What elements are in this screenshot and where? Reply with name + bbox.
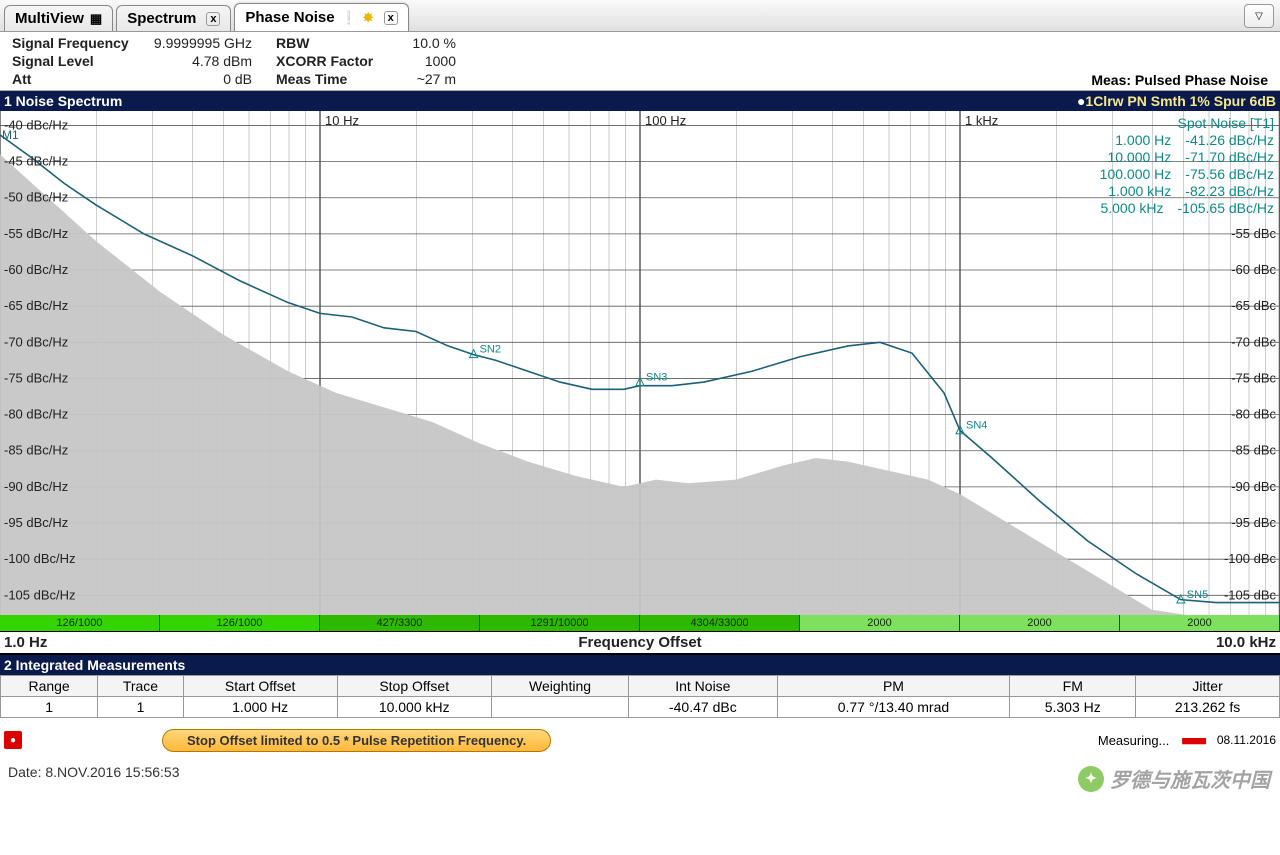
integrated-header: 2 Integrated Measurements	[0, 655, 1280, 675]
svg-text:-90 dBc/Hz: -90 dBc/Hz	[4, 479, 68, 494]
svg-text:10 Hz: 10 Hz	[325, 113, 359, 128]
param-label: XCORR Factor	[276, 52, 396, 70]
svg-text:-65 dBc/Hz: -65 dBc/Hz	[4, 298, 68, 313]
measuring-indicator: Measuring...	[1098, 733, 1170, 748]
svg-text:-90 dBc: -90 dBc	[1231, 479, 1276, 494]
footer-date: Date: 8.NOV.2016 15:56:53	[0, 754, 1280, 790]
svg-text:-60 dBc: -60 dBc	[1231, 262, 1276, 277]
record-icon: ●	[4, 731, 22, 749]
svg-text:-75 dBc/Hz: -75 dBc/Hz	[4, 370, 68, 385]
grid-icon: ▦	[90, 11, 102, 27]
parameter-bar: Signal Frequency9.9999995 GHz Signal Lev…	[0, 32, 1280, 91]
svg-text:100 Hz: 100 Hz	[645, 113, 686, 128]
svg-text:-95 dBc: -95 dBc	[1231, 515, 1276, 530]
param-value: 9.9999995 GHz	[142, 34, 252, 52]
svg-text:1 kHz: 1 kHz	[965, 113, 998, 128]
svg-text:-105 dBc: -105 dBc	[1224, 587, 1277, 602]
svg-text:-75 dBc: -75 dBc	[1231, 370, 1276, 385]
x-axis-bar: 1.0 Hz Frequency Offset 10.0 kHz	[0, 631, 1280, 653]
tab-phase-noise[interactable]: Phase Noise ❕ ✸ x	[234, 3, 408, 31]
tab-label: Phase Noise	[245, 9, 334, 26]
tab-spectrum[interactable]: Spectrum x	[116, 5, 231, 31]
trace-info: ●1Clrw PN Smth 1% Spur 6dB	[1077, 93, 1276, 109]
svg-text:SN3: SN3	[646, 372, 667, 384]
svg-text:SN2: SN2	[480, 344, 501, 356]
param-value: 4.78 dBm	[142, 52, 252, 70]
svg-text:SN5: SN5	[1187, 589, 1208, 601]
svg-text:-50 dBc/Hz: -50 dBc/Hz	[4, 190, 68, 205]
param-value: 10.0 %	[396, 34, 456, 52]
svg-text:-80 dBc: -80 dBc	[1231, 407, 1276, 422]
svg-text:-70 dBc: -70 dBc	[1231, 334, 1276, 349]
status-bar: ● Stop Offset limited to 0.5 * Pulse Rep…	[0, 726, 1280, 754]
param-label: Signal Frequency	[12, 34, 142, 52]
param-label: Signal Level	[12, 52, 142, 70]
tabs-overflow-button[interactable]: ▽	[1244, 4, 1274, 28]
svg-text:-60 dBc/Hz: -60 dBc/Hz	[4, 262, 68, 277]
svg-text:M1: M1	[2, 128, 19, 142]
x-min-label: 1.0 Hz	[4, 634, 47, 651]
param-label: Att	[12, 70, 142, 88]
svg-text:-45 dBc/Hz: -45 dBc/Hz	[4, 154, 68, 169]
chart-title-bar: 1 Noise Spectrum ●1Clrw PN Smth 1% Spur …	[0, 91, 1280, 111]
warning-message: Stop Offset limited to 0.5 * Pulse Repet…	[162, 729, 551, 752]
measurement-mode-label: Meas: Pulsed Phase Noise	[1091, 72, 1268, 88]
param-label: Meas Time	[276, 70, 396, 88]
x-axis-label: Frequency Offset	[578, 634, 701, 651]
star-icon: ✸	[363, 10, 374, 26]
svg-text:-85 dBc: -85 dBc	[1231, 443, 1276, 458]
svg-text:-80 dBc/Hz: -80 dBc/Hz	[4, 407, 68, 422]
close-icon[interactable]: x	[206, 12, 220, 26]
param-value: 0 dB	[142, 70, 252, 88]
chart-title: 1 Noise Spectrum	[4, 93, 122, 109]
svg-text:-95 dBc/Hz: -95 dBc/Hz	[4, 515, 68, 530]
param-value: 1000	[396, 52, 456, 70]
chevron-down-icon: ▽	[1255, 11, 1263, 22]
tab-bar: MultiView ▦ Spectrum x Phase Noise ❕ ✸ x…	[0, 0, 1280, 32]
svg-text:SN4: SN4	[966, 420, 987, 432]
table-row: 111.000 Hz10.000 kHz-40.47 dBc0.77 °/13.…	[1, 697, 1280, 718]
svg-text:-55 dBc: -55 dBc	[1231, 226, 1276, 241]
noise-spectrum-chart[interactable]: -40 dBc/Hz-45 dBc/Hz-50 dBc/Hz-55 dBc/Hz…	[0, 111, 1280, 655]
param-label: RBW	[276, 34, 396, 52]
svg-text:-55 dBc/Hz: -55 dBc/Hz	[4, 226, 68, 241]
close-icon[interactable]: x	[384, 11, 398, 25]
status-date: 08.11.2016	[1217, 734, 1276, 746]
alert-icon: ❕	[341, 10, 357, 26]
param-value: ~27 m	[396, 70, 456, 88]
svg-text:-85 dBc/Hz: -85 dBc/Hz	[4, 443, 68, 458]
svg-text:-100 dBc/Hz: -100 dBc/Hz	[4, 551, 76, 566]
svg-text:-105 dBc/Hz: -105 dBc/Hz	[4, 587, 76, 602]
progress-indicator: ■■■■	[1181, 733, 1204, 748]
tab-label: Spectrum	[127, 10, 196, 27]
tab-label: MultiView	[15, 10, 84, 27]
xcorr-progress-bar: 126/1000126/1000427/33001291/100004304/3…	[0, 615, 1280, 631]
svg-text:-65 dBc: -65 dBc	[1231, 298, 1276, 313]
spot-noise-header: Spot Noise [T1]	[1100, 115, 1274, 131]
tab-multiview[interactable]: MultiView ▦	[4, 5, 113, 31]
svg-text:-70 dBc/Hz: -70 dBc/Hz	[4, 334, 68, 349]
integrated-table: RangeTraceStart OffsetStop OffsetWeighti…	[0, 675, 1280, 718]
spot-noise-table: Spot Noise [T1] 1.000 Hz-41.26 dBc/Hz10.…	[1100, 115, 1274, 217]
svg-text:-100 dBc: -100 dBc	[1224, 551, 1277, 566]
x-max-label: 10.0 kHz	[1216, 634, 1276, 651]
